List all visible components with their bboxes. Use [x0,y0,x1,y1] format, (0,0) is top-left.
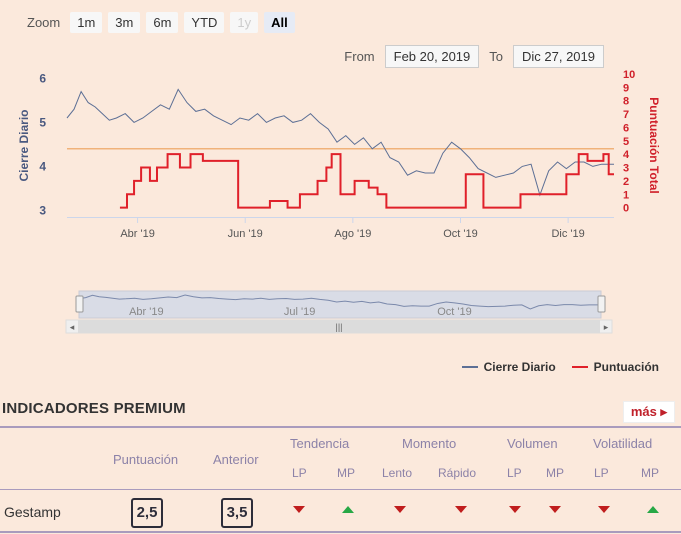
navigator-scroll-thumb [78,320,600,333]
x-tick-label: Jun '19 [228,228,263,240]
x-tick-label: Dic '19 [551,228,584,240]
zoom-6m-button[interactable]: 6m [146,12,179,33]
navigator-handle-left [75,295,84,313]
legend-swatch-cierre [461,366,478,368]
right-tick-label: 0 [623,203,629,215]
indicator-up-arrow-icon [647,506,659,513]
left-tick-label: 3 [39,203,46,217]
to-date-input[interactable]: Dic 27, 2019 [513,45,604,68]
subheader-volumen-lp: LP [507,466,522,480]
x-tick-label: Oct '19 [443,228,478,240]
zoom-1m-button[interactable]: 1m [70,12,103,33]
navigator-tick-label: Jul '19 [284,306,315,318]
right-tick-label: 4 [623,149,630,161]
premium-top-rule [0,426,681,428]
right-tick-label: 6 [623,122,629,134]
navigator-tick-label: Oct '19 [437,306,472,318]
header-volatilidad: Volatilidad [593,436,653,451]
right-tick-label: 5 [623,136,629,148]
left-tick-label: 5 [39,115,46,129]
indicator-down-arrow-icon [549,506,561,513]
subheader-volumen-mp: MP [546,466,564,480]
navigator[interactable]: Abr '19 Jul '19 Oct '19 ||| ◂ ▸ [0,288,681,338]
legend-item-puntuacion[interactable]: Puntuación [571,360,659,374]
indicator-down-arrow-icon [394,506,406,513]
subheader-momento-rapido: Rápido [438,466,477,480]
scroll-thumb-grip: ||| [335,322,342,332]
right-tick-label: 3 [623,163,629,175]
right-axis-title: Puntuación Total [647,97,661,193]
navigator-handle-right [597,295,606,313]
indicator-down-arrow-icon [455,506,467,513]
header-divider [0,489,681,490]
header-puntuacion: Puntuación [113,452,179,467]
from-date-input[interactable]: Feb 20, 2019 [384,45,480,68]
right-tick-label: 10 [623,69,635,81]
subheader-tendencia-lp: LP [292,466,307,480]
scroll-right-arrow: ▸ [604,322,609,332]
header-tendencia: Tendencia [290,436,350,451]
legend-label-puntuacion: Puntuación [593,360,659,374]
from-label: From [344,49,375,64]
puntuacion-step-line [119,153,614,209]
left-tick-label: 4 [39,159,46,173]
more-button[interactable]: más ▸ [622,401,675,423]
navigator-series [78,294,601,310]
current-score-badge: 2,5 [131,498,163,528]
premium-title: INDICADORES PREMIUM [2,400,186,417]
chart-legend: Cierre Diario Puntuación [446,360,659,374]
navigator-tick-label: Abr '19 [129,306,164,318]
subheader-volatilidad-lp: LP [594,466,609,480]
indicator-down-arrow-icon [293,506,305,513]
legend-label-cierre: Cierre Diario [483,360,556,374]
subheader-momento-lento: Lento [382,466,413,480]
right-tick-label: 7 [623,109,629,121]
zoom-label: Zoom [27,15,61,30]
legend-swatch-puntuacion [571,366,588,368]
right-tick-label: 2 [623,176,629,188]
right-tick-label: 1 [623,189,629,201]
date-range: From Feb 20, 2019 To Dic 27, 2019 [344,45,614,68]
x-tick-label: Abr '19 [120,228,155,240]
header-volumen: Volumen [507,436,558,451]
premium-bottom-rule [0,531,681,533]
zoom-3m-button[interactable]: 3m [108,12,141,33]
subheader-volatilidad-mp: MP [641,466,659,480]
indicator-up-arrow-icon [342,506,354,513]
previous-score-badge: 3,5 [221,498,253,528]
scroll-left-arrow: ◂ [70,322,75,332]
indicator-down-arrow-icon [509,506,521,513]
zoom-1y-button[interactable]: 1y [230,12,259,33]
cierre-diario-line [66,88,614,197]
left-axis-title: Cierre Diario [17,109,31,181]
right-tick-label: 8 [623,96,629,108]
left-tick-label: 6 [39,71,46,85]
subheader-tendencia-mp: MP [337,466,355,480]
zoom-ytd-button[interactable]: YTD [184,12,225,33]
indicator-down-arrow-icon [598,506,610,513]
company-name[interactable]: Gestamp [4,504,61,520]
legend-item-cierre[interactable]: Cierre Diario [461,360,556,374]
right-tick-label: 9 [623,82,629,94]
header-anterior: Anterior [213,452,259,467]
header-momento: Momento [402,436,457,451]
x-tick-label: Ago '19 [334,228,371,240]
zoom-selector: Zoom 1m 3m 6m YTD 1y All [27,12,301,33]
zoom-all-button[interactable]: All [264,12,295,33]
navigator-window [78,290,602,319]
price-score-chart: Abr '19 Jun '19 Ago '19 Oct '19 Dic '1934560… [17,69,661,240]
to-label: To [489,49,503,64]
